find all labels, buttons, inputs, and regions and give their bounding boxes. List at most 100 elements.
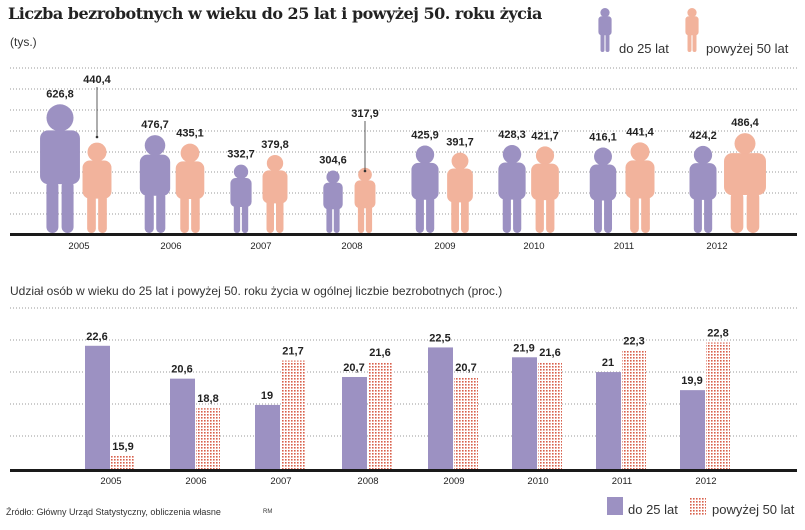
value-label-over-50: 22,8 <box>707 328 728 340</box>
leg <box>641 194 650 233</box>
value-label-over-50: 21,6 <box>369 347 390 359</box>
value-label-over-50: 22,3 <box>623 336 644 348</box>
head <box>233 164 249 180</box>
figure-under-25-2009 <box>411 145 439 233</box>
bar-over-50-2005 <box>111 455 135 469</box>
head <box>693 145 713 165</box>
leg <box>600 31 605 52</box>
x-tick-label: 2007 <box>250 241 271 252</box>
leg <box>191 195 200 233</box>
leg <box>461 198 469 233</box>
x-tick-label: 2007 <box>270 476 291 487</box>
leg <box>692 31 697 52</box>
unit-label: (tys.) <box>10 35 37 49</box>
value-label-under-25: 19,9 <box>681 375 702 387</box>
x-tick-label: 2009 <box>434 241 455 252</box>
figure-under-25-2005 <box>40 104 80 233</box>
value-label-over-50: 20,7 <box>455 362 476 374</box>
chart-title: Liczba bezrobotnych w wieku do 25 lat i … <box>8 4 542 23</box>
leg <box>87 194 96 233</box>
x-tick-label: 2006 <box>185 476 206 487</box>
torso <box>354 180 376 209</box>
value-label-under-25: 21 <box>602 357 614 369</box>
value-label-under-25: 626,8 <box>46 88 74 100</box>
figure-over-50-2006 <box>175 143 205 233</box>
value-label-under-25: 425,9 <box>411 130 439 142</box>
bar-under-25-2012 <box>680 390 705 469</box>
bar-over-50-2011 <box>622 350 646 469</box>
bar-under-25-2010 <box>512 357 537 469</box>
figure-over-50-2005 <box>82 142 112 233</box>
leg <box>46 180 59 233</box>
leg <box>98 194 107 233</box>
x-tick-label: 2006 <box>160 241 181 252</box>
torso <box>411 162 439 200</box>
legend-swatch-over-50 <box>690 497 706 515</box>
figure-over-50-2008 <box>354 167 376 233</box>
head <box>358 167 372 182</box>
x-tick-label: 2011 <box>612 476 632 487</box>
head <box>415 145 435 164</box>
value-label-under-25: 428,3 <box>498 129 526 141</box>
value-label-over-50: 21,7 <box>282 346 303 358</box>
leg <box>687 31 692 52</box>
figure-under-25-2011 <box>589 147 617 233</box>
leg <box>365 204 373 233</box>
legend-figure-over-50 <box>685 8 699 52</box>
head <box>180 143 200 163</box>
torso <box>685 16 699 36</box>
legend-figure-under-25 <box>598 8 612 52</box>
source-note: Źródło: Główny Urząd Statystyczny, oblic… <box>6 507 221 517</box>
value-label-over-50: 440,4 <box>83 74 111 86</box>
head <box>46 104 74 132</box>
value-label-over-50: 391,7 <box>446 137 474 149</box>
head <box>600 8 610 18</box>
head <box>734 133 756 155</box>
figure-over-50-2011 <box>625 142 655 233</box>
leg <box>513 195 522 233</box>
figure-over-50-2009 <box>447 152 473 233</box>
bottom-chart-title: Udział osób w wieku do 25 lat i powyżej … <box>10 284 503 298</box>
value-label-over-50: 421,7 <box>531 130 559 142</box>
torso <box>230 178 252 208</box>
torso <box>447 168 473 203</box>
leg <box>605 31 610 52</box>
figure-over-50-2010 <box>531 146 559 233</box>
leg <box>275 199 284 233</box>
leg <box>357 204 365 233</box>
figure-under-25-2006 <box>139 135 171 233</box>
head <box>535 146 555 165</box>
leg <box>593 196 602 233</box>
value-label-under-25: 416,1 <box>589 132 617 144</box>
x-tick-label: 2010 <box>527 476 548 487</box>
head <box>594 147 612 166</box>
bar-over-50-2009 <box>454 377 478 469</box>
value-label-under-25: 20,7 <box>343 362 364 374</box>
legend-swatch-under-25 <box>607 497 623 515</box>
value-label-under-25: 304,6 <box>319 154 347 166</box>
torso <box>175 161 205 200</box>
leg <box>326 205 333 233</box>
leg <box>426 195 435 233</box>
figure-over-50-2012 <box>724 133 766 233</box>
value-label-under-25: 21,9 <box>513 342 534 354</box>
head <box>687 8 697 18</box>
bar-over-50-2012 <box>706 342 730 469</box>
leg <box>241 203 249 233</box>
torso <box>589 164 617 201</box>
figure-under-25-2010 <box>498 145 526 233</box>
value-label-over-50: 441,4 <box>626 126 654 138</box>
x-tick-label: 2012 <box>706 241 727 252</box>
head <box>502 145 522 164</box>
bar-under-25-2006 <box>170 378 195 469</box>
value-label-over-50: 21,6 <box>539 347 560 359</box>
torso <box>724 153 766 196</box>
leg <box>451 198 459 233</box>
leg <box>604 196 613 233</box>
x-tick-label: 2005 <box>100 476 121 487</box>
value-label-over-50: 18,8 <box>197 393 218 405</box>
top-legend-old-label: powyżej 50 lat <box>706 41 789 56</box>
torso <box>262 170 288 204</box>
bottom-legend-young-label: do 25 lat <box>628 502 678 517</box>
value-label-under-25: 424,2 <box>689 130 717 142</box>
